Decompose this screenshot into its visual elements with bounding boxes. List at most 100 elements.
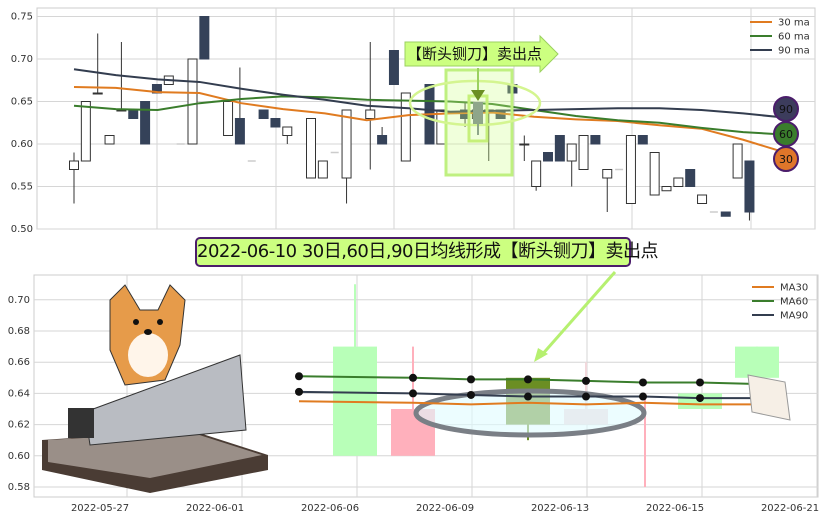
guillotine-hinge — [68, 408, 94, 438]
x-tick-label: 2022-06-15 — [646, 503, 704, 514]
legend-label: 30 ma — [778, 18, 810, 29]
ma-line-MA60 — [298, 375, 758, 386]
candle-body — [543, 152, 553, 162]
candle-body — [735, 346, 779, 378]
candle-body — [69, 160, 79, 170]
ma-line-30-ma — [73, 86, 786, 154]
y-tick-label: 0.65 — [11, 97, 33, 108]
candle-body — [744, 160, 755, 213]
legend-label: MA30 — [780, 283, 808, 294]
legend-label: 60 ma — [778, 32, 810, 43]
y-tick-label: 0.66 — [8, 357, 30, 368]
candle-body — [649, 152, 660, 196]
candle-body — [661, 186, 672, 192]
down-arrow-icon — [471, 90, 485, 101]
ma-point — [295, 387, 303, 396]
ma-point — [696, 394, 704, 403]
candle-body — [258, 109, 269, 119]
candle-body — [720, 211, 731, 217]
candle-body — [531, 160, 542, 187]
bottom-title-callout: 2022-06-10 30日,60日,90日均线形成【断头铡刀】卖出点 — [195, 237, 658, 267]
candle-body — [140, 101, 151, 145]
ma-point — [409, 373, 417, 382]
ma-end-badge — [773, 146, 799, 172]
y-tick-label: 0.75 — [11, 12, 33, 23]
y-tick-label: 0.60 — [8, 451, 30, 462]
ma-point — [524, 375, 532, 384]
ma-point — [409, 389, 417, 398]
y-tick-label: 0.50 — [11, 224, 33, 235]
candle-body — [554, 135, 565, 162]
ma-point — [467, 390, 475, 399]
candle-body — [234, 118, 245, 145]
corgi-eye — [157, 319, 163, 325]
y-tick-label: 0.70 — [11, 54, 33, 65]
pointer-arrowhead-icon — [534, 348, 548, 362]
x-tick-label: 2022-06-21 — [761, 503, 819, 514]
candle-body — [697, 194, 708, 204]
corgi-nose — [144, 329, 152, 335]
ma-point — [524, 392, 532, 401]
pointer-arrow-line — [538, 271, 617, 358]
candle-body — [388, 50, 399, 85]
ma-point — [582, 376, 590, 385]
candle-body — [306, 118, 316, 179]
candle-body — [199, 16, 210, 60]
candle-body — [128, 109, 139, 119]
ma-point — [582, 392, 590, 401]
candle-body — [270, 118, 281, 128]
y-tick-label: 0.62 — [8, 420, 30, 431]
y-tick-label: 0.64 — [8, 388, 30, 399]
candle-body — [519, 143, 530, 146]
candle-body — [282, 126, 293, 136]
candle-body — [341, 109, 352, 179]
ma-point — [696, 378, 704, 387]
candle-body — [400, 92, 411, 162]
y-tick-label: 0.68 — [8, 326, 30, 337]
x-tick-label: 2022-05-27 — [71, 503, 129, 514]
ma-end-badge-label: 90 — [779, 103, 793, 116]
candle-body — [377, 135, 388, 145]
x-tick-label: 2022-06-09 — [416, 503, 474, 514]
candle-body — [104, 135, 115, 145]
candle-body — [732, 143, 743, 179]
candle-body — [365, 109, 376, 119]
x-tick-label: 2022-06-06 — [301, 503, 359, 514]
ma-line-MA90 — [298, 390, 757, 400]
y-tick-label: 0.55 — [11, 182, 33, 193]
corgi-chest — [128, 333, 168, 377]
ma-point — [295, 372, 303, 381]
top-annotation-label: 【断头铡刀】卖出点 — [407, 45, 543, 63]
x-tick-label: 2022-06-01 — [186, 503, 244, 514]
corgi-eye — [133, 319, 139, 325]
candle-body — [187, 58, 198, 145]
ma-line-MA30 — [298, 400, 757, 406]
highlighted-candle — [473, 102, 483, 124]
ma-line-60-ma — [73, 95, 786, 136]
y-tick-label: 0.58 — [8, 482, 30, 493]
hand-icon — [747, 374, 791, 421]
highlight-ellipse — [413, 388, 647, 438]
highlight-ellipse — [408, 79, 542, 127]
legend-label: MA60 — [780, 297, 808, 308]
candle-body — [80, 101, 91, 162]
candle-body — [590, 135, 601, 145]
ma-point — [639, 392, 647, 401]
x-tick-label: 2022-06-13 — [531, 503, 589, 514]
ma-line-90-ma — [73, 68, 786, 119]
candle-body — [602, 169, 613, 179]
ma-end-badge-label: 30 — [779, 153, 793, 166]
legend-label: 90 ma — [778, 46, 810, 57]
candle-body — [637, 135, 648, 145]
ma-point — [639, 378, 647, 387]
ma-end-badge-label: 60 — [779, 128, 793, 141]
annotation-arrow-icon — [404, 34, 559, 74]
candle-body — [673, 177, 684, 187]
candle-body — [685, 169, 696, 187]
candle-body — [625, 135, 636, 204]
ma-point — [467, 375, 475, 384]
candle-body — [223, 101, 234, 136]
candle-body — [578, 135, 589, 170]
candle-body — [566, 143, 577, 162]
